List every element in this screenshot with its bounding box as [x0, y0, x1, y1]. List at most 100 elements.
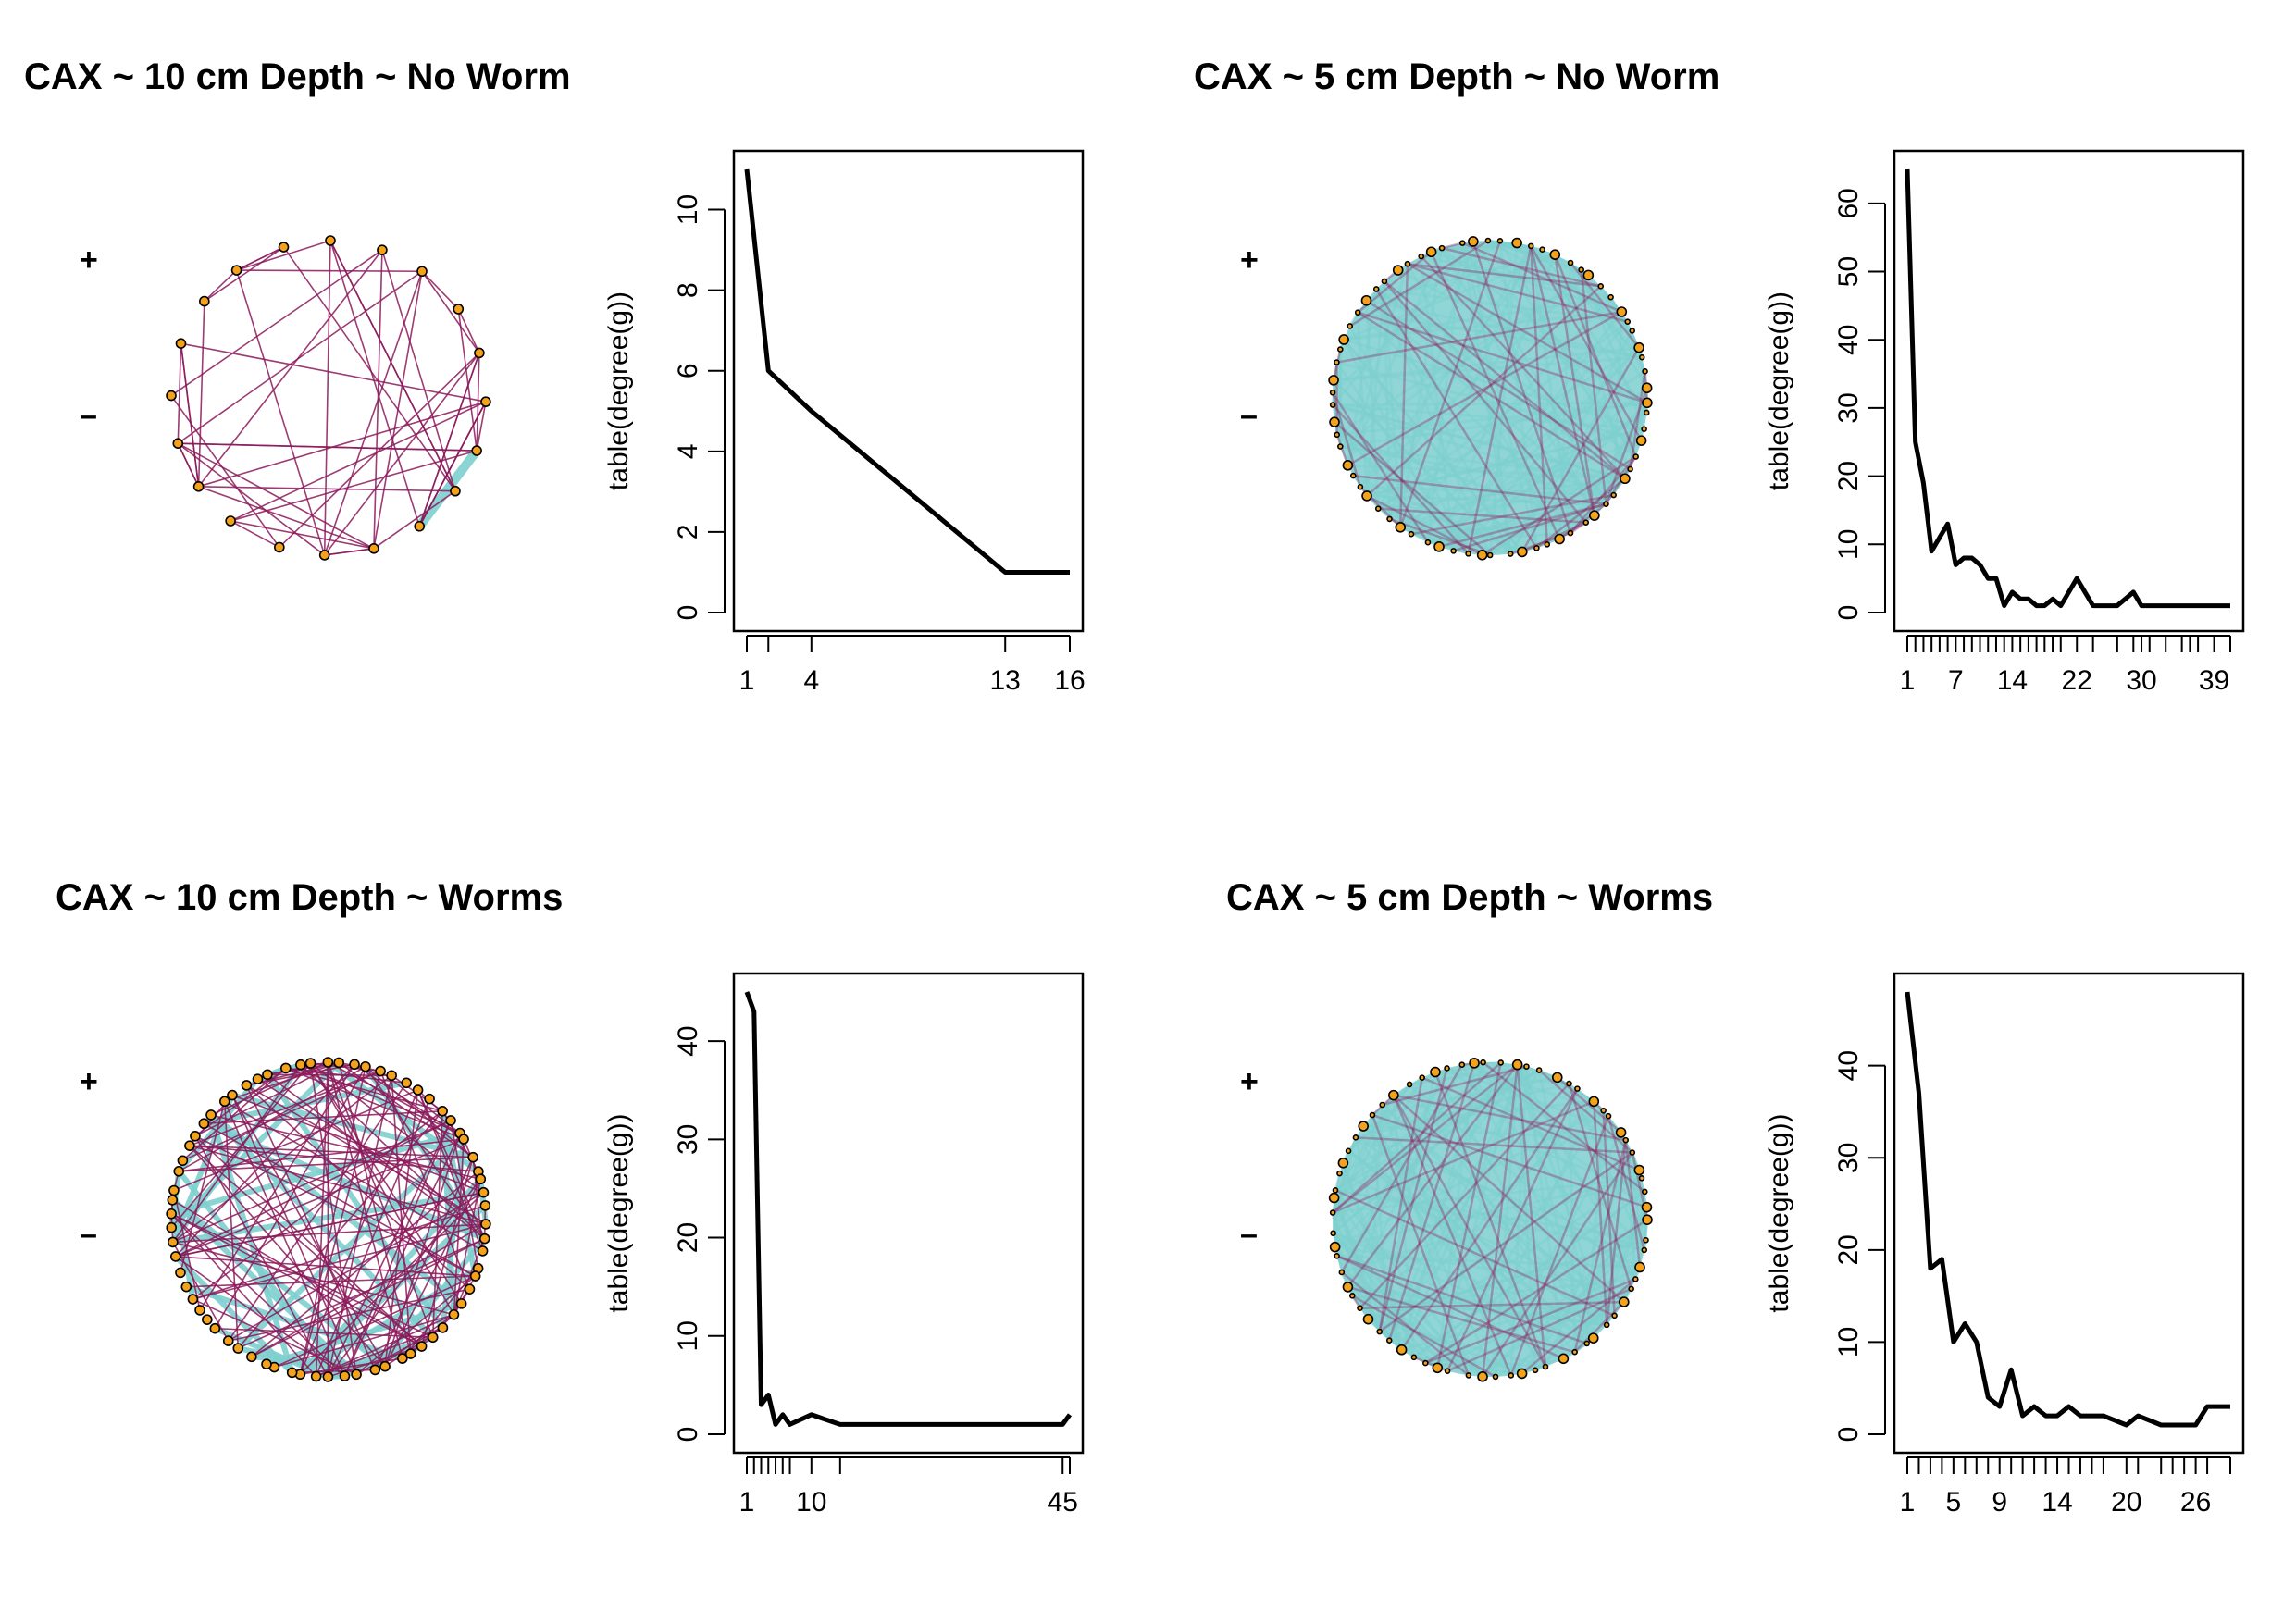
- x-tick-label: 13: [990, 665, 1021, 696]
- positive-edge: [1340, 1270, 1483, 1379]
- negative-edge: [198, 401, 487, 488]
- network-title: CAX ~ 5 cm Depth ~ Worms: [1226, 877, 1713, 918]
- network-node: [475, 1173, 487, 1185]
- network-node: [1347, 323, 1354, 329]
- y-tick-label: 40: [1833, 325, 1864, 355]
- positive-edge: [1569, 262, 1646, 373]
- y-tick-label: 20: [673, 1222, 703, 1253]
- negative-edge: [1351, 1295, 1496, 1378]
- network-node: [1388, 1089, 1399, 1101]
- negative-edge: [1521, 521, 1587, 553]
- x-tick-label: 30: [2126, 665, 2156, 696]
- negative-edge: [170, 395, 280, 548]
- negative-edge: [1375, 288, 1538, 550]
- negative-edge: [1482, 1061, 1646, 1193]
- network-node: [1638, 353, 1645, 361]
- negative-edge: [224, 1100, 483, 1252]
- negative-edge: [299, 1066, 366, 1375]
- network-node: [1410, 1354, 1418, 1361]
- positive-edge: [1362, 1124, 1641, 1269]
- network-node: [351, 1369, 362, 1381]
- network-node: [1332, 1187, 1339, 1194]
- negative-edge: [1509, 1115, 1610, 1376]
- network-node: [379, 1360, 391, 1372]
- network-node: [172, 438, 184, 450]
- positive-edge: [1342, 339, 1455, 552]
- negative-edge: [274, 1313, 454, 1369]
- x-tick-label: 1: [1900, 665, 1916, 696]
- legend-negative: –: [80, 1217, 97, 1252]
- negative-edge: [1332, 391, 1430, 543]
- negative-edge: [1371, 1113, 1647, 1208]
- negative-edge: [237, 1110, 443, 1349]
- network-node: [1603, 1321, 1610, 1329]
- negative-edge: [420, 1157, 474, 1347]
- positive-edge: [1368, 1238, 1646, 1321]
- y-tick-label: 0: [673, 1427, 703, 1443]
- negative-edge: [476, 402, 487, 452]
- negative-edge: [1388, 1062, 1476, 1342]
- negative-edge: [1554, 254, 1637, 457]
- network-node: [252, 1073, 264, 1084]
- negative-edge: [192, 1110, 443, 1300]
- network-node: [1629, 1149, 1636, 1156]
- network-node: [187, 1294, 199, 1305]
- negative-edge: [1436, 1062, 1502, 1369]
- network-node: [349, 1059, 360, 1071]
- network-node: [1458, 1061, 1466, 1069]
- negative-edge: [1365, 299, 1632, 470]
- legend-positive: +: [1240, 242, 1259, 278]
- network-node: [375, 1065, 386, 1077]
- network-node: [1511, 1059, 1523, 1071]
- degree-plot: 1 7 14 22 30 39 0 10 20 30 40 50 60 table(degree(g)): [1764, 149, 2245, 696]
- network-node: [1336, 346, 1344, 353]
- positive-edge: [1409, 245, 1533, 535]
- negative-edge: [274, 1275, 476, 1369]
- negative-edge: [170, 1062, 312, 1229]
- network-node: [1610, 491, 1617, 499]
- network-node: [1535, 1067, 1543, 1073]
- negative-edge: [1332, 1100, 1595, 1214]
- negative-edge: [373, 490, 456, 550]
- network-node: [1523, 1063, 1530, 1070]
- network-node: [1578, 266, 1585, 273]
- negative-edge: [1332, 403, 1470, 555]
- negative-edge: [246, 1084, 487, 1225]
- positive-edge: [1461, 1063, 1605, 1112]
- network-node: [274, 541, 285, 553]
- y-tick-label: 0: [1833, 605, 1864, 621]
- network-node: [278, 242, 290, 253]
- network-node: [261, 1358, 272, 1370]
- legend-negative: –: [1240, 1217, 1258, 1252]
- positive-edge: [1409, 1065, 1527, 1086]
- negative-edge: [309, 1062, 455, 1316]
- network-node: [437, 1322, 449, 1333]
- positive-edge: [1593, 402, 1649, 516]
- network-node: [1338, 334, 1349, 345]
- network-node: [1582, 519, 1590, 526]
- positive-edge: [1374, 288, 1492, 556]
- network-node: [1554, 533, 1565, 545]
- network-node: [1544, 541, 1551, 548]
- negative-edge: [327, 1061, 403, 1359]
- negative-edge: [329, 240, 456, 492]
- positive-edge: [1488, 242, 1519, 556]
- network-node: [1328, 1192, 1340, 1204]
- positive-edge: [1520, 1206, 1648, 1375]
- network-node: [416, 266, 428, 278]
- network-node: [1418, 253, 1425, 260]
- negative-edge: [476, 353, 480, 452]
- negative-edge: [198, 486, 375, 550]
- negative-edge: [236, 269, 423, 273]
- network-node: [1419, 1074, 1425, 1081]
- network-node: [1571, 1348, 1578, 1356]
- positive-edge: [1332, 403, 1626, 480]
- network-node: [1615, 1127, 1627, 1138]
- positive-edge: [1624, 1140, 1637, 1280]
- positive-edge: [1387, 1061, 1503, 1342]
- network-node: [1385, 1337, 1393, 1344]
- network-node: [1628, 1285, 1634, 1293]
- positive-edge: [1334, 421, 1492, 557]
- negative-edge: [1535, 477, 1626, 550]
- negative-edge: [1446, 1287, 1632, 1372]
